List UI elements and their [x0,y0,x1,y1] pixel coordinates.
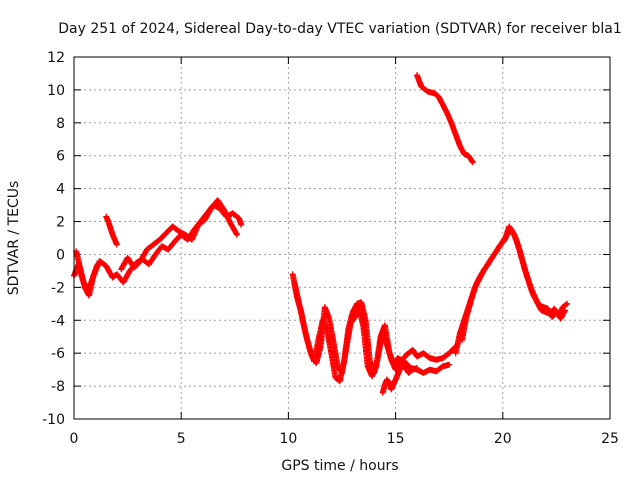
data-points [71,72,571,396]
y-tick-label: -2 [51,280,65,296]
x-tick-label: 5 [177,431,186,447]
y-tick-label: -8 [51,379,65,395]
y-tick-label: 4 [56,182,65,198]
y-tick-label: 10 [47,83,65,99]
x-tick-label: 20 [494,431,512,447]
x-tick-label: 0 [70,431,79,447]
x-axis-label: GPS time / hours [281,458,398,474]
data-segment [452,226,571,357]
data-segment [459,223,568,343]
data-segment [73,248,101,299]
axis-ticks: -10 -8 -6 -4 -2 0 2 4 6 8 10 12 0 5 10 15 20 25 [42,50,619,447]
data-segment [414,72,476,166]
plot-frame [73,56,611,420]
y-tick-label: 8 [56,116,65,132]
y-tick-label: 2 [56,215,65,231]
data-segment [71,202,245,294]
data-segment [118,197,240,273]
data-segment [291,281,453,380]
data-segment [379,361,420,396]
x-tick-label: 25 [601,431,619,447]
x-tick-label: 10 [279,431,297,447]
x-tick-label: 15 [387,431,405,447]
y-tick-label: 12 [47,50,65,66]
grid-lines [74,57,610,419]
chart-title: Day 251 of 2024, Sidereal Day-to-day VTE… [58,21,621,37]
y-axis-label: SDTVAR / TECUs [6,181,22,296]
y-tick-label: -4 [51,313,65,329]
y-tick-label: -10 [42,412,65,428]
y-tick-label: -6 [51,346,65,362]
y-tick-label: 6 [56,149,65,165]
y-tick-label: 0 [56,247,65,263]
data-segment [103,213,120,248]
